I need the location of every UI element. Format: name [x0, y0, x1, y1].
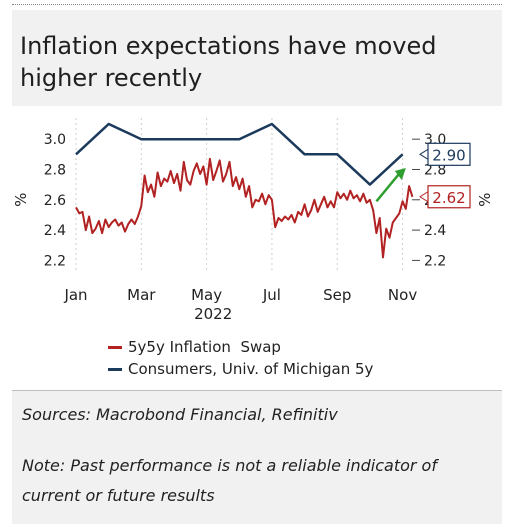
- sources-text: Sources: Macrobond Financial, Refinitiv: [22, 405, 338, 424]
- trend-arrow-shaft: [375, 172, 401, 203]
- michigan-series-line: [75, 122, 404, 186]
- axis-layer: Jan Mar May Jul Sep Nov 2022 2.2 2.2 2.4 2.4 2.6 2.6…: [12, 132, 494, 323]
- swap-series-line: [75, 157, 414, 259]
- value-callout-label: 2.90: [432, 146, 465, 164]
- value-callout-pointer: [419, 148, 429, 161]
- y-right-tick-label: 2.2: [424, 253, 446, 269]
- legend-swatch: [108, 367, 122, 371]
- value-callout-box: [427, 185, 471, 209]
- y-right-tick-label: 2.4: [424, 223, 446, 239]
- y-right-axis-label: %: [476, 193, 494, 207]
- x-tick-label: Jul: [262, 286, 281, 304]
- note-text: Note: Past performance is not a reliable…: [22, 456, 437, 505]
- annotation-layer: 2.90 2.62: [375, 142, 471, 209]
- x-axis-label: 2022: [194, 305, 232, 323]
- value-callout-label: 2.62: [432, 189, 465, 207]
- x-tick-label: Mar: [127, 286, 156, 304]
- legend-label: 5y5y Inflation Swap: [128, 338, 281, 356]
- y-left-tick-label: 2.8: [44, 162, 66, 178]
- legend: 5y5y Inflation Swap Consumers, Univ. of M…: [108, 336, 373, 380]
- y-left-tick-label: 2.4: [44, 223, 66, 239]
- x-tick-label: Sep: [323, 286, 351, 304]
- trend-arrow-head: [394, 167, 406, 180]
- header-panel: Inflation expectations have moved higher…: [12, 10, 502, 107]
- y-left-tick-label: 2.2: [44, 253, 66, 269]
- legend-label: Consumers, Univ. of Michigan 5y: [128, 360, 374, 378]
- chart-title: Inflation expectations have moved higher…: [20, 32, 437, 92]
- series-layer: [75, 122, 414, 259]
- footer-panel: Sources: Macrobond Financial, Refinitiv …: [12, 390, 502, 524]
- y-left-axis-label: %: [12, 193, 30, 207]
- legend-entry: Consumers, Univ. of Michigan 5y: [108, 358, 373, 380]
- y-left-tick-label: 3.0: [44, 132, 66, 148]
- y-left-tick-label: 2.6: [44, 193, 66, 209]
- chart-area: Jan Mar May Jul Sep Nov 2022 2.2 2.2 2.4 2.4 2.6 2.6…: [12, 106, 502, 390]
- x-tick-label: Jan: [63, 286, 87, 304]
- value-callout-box: [427, 142, 471, 166]
- legend-swatch: [108, 345, 122, 349]
- grid-layer: [75, 118, 404, 272]
- x-tick-label: May: [191, 286, 222, 304]
- x-tick-label: Nov: [388, 286, 417, 304]
- chart-svg: Jan Mar May Jul Sep Nov 2022 2.2 2.2 2.4 2.4 2.6 2.6…: [12, 118, 494, 323]
- y-right-tick-label: 2.8: [424, 162, 446, 178]
- top-dotted-rule: [12, 4, 502, 5]
- legend-entry: 5y5y Inflation Swap: [108, 336, 373, 358]
